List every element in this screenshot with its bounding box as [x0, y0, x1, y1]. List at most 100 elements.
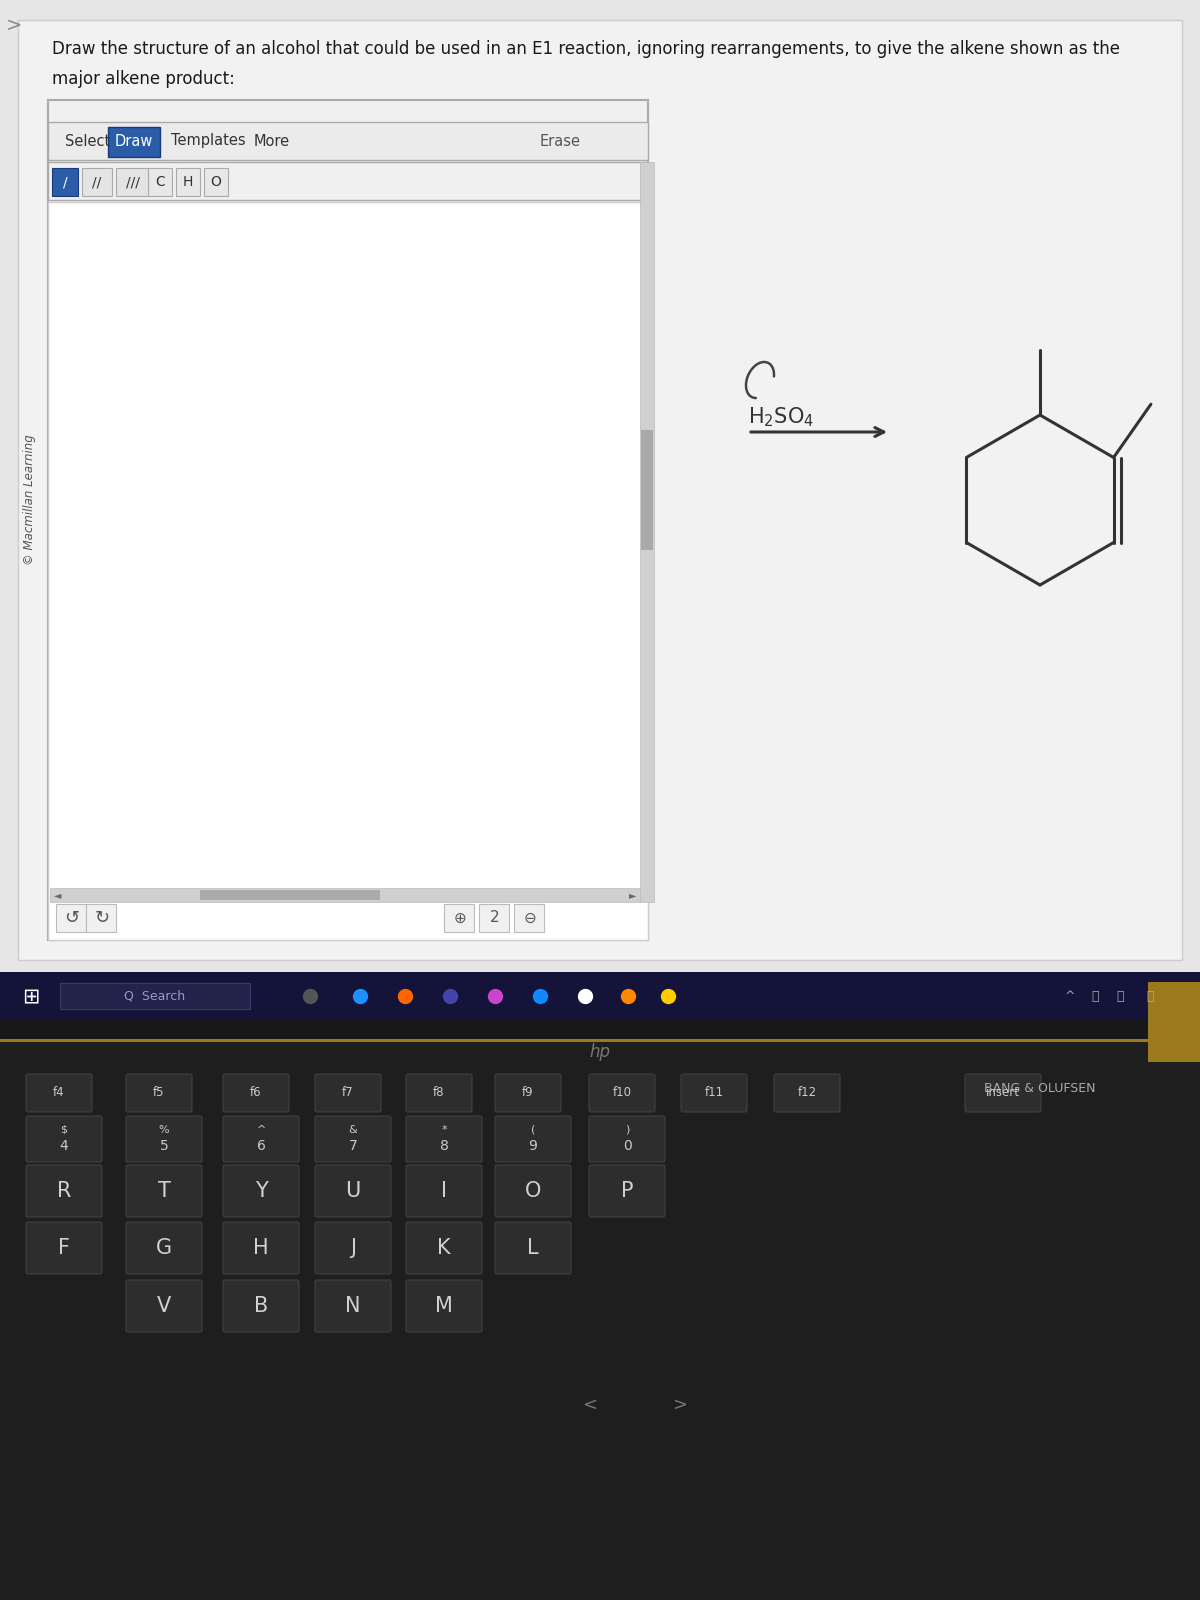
FancyBboxPatch shape	[26, 1222, 102, 1274]
Text: 5: 5	[160, 1139, 168, 1154]
Text: 🔋: 🔋	[1146, 989, 1153, 1003]
Text: B: B	[254, 1296, 268, 1315]
Bar	[444, 904, 474, 931]
Text: G: G	[156, 1238, 172, 1258]
Text: 8: 8	[439, 1139, 449, 1154]
FancyBboxPatch shape	[406, 1074, 472, 1112]
Text: P: P	[620, 1181, 634, 1202]
Text: ⊞: ⊞	[23, 986, 40, 1006]
Text: U: U	[346, 1181, 361, 1202]
Text: K: K	[437, 1238, 451, 1258]
FancyBboxPatch shape	[589, 1165, 665, 1218]
Text: <: <	[582, 1395, 598, 1414]
Text: ↻: ↻	[95, 909, 109, 926]
Text: f5: f5	[154, 1086, 164, 1099]
Text: f9: f9	[522, 1086, 534, 1099]
FancyBboxPatch shape	[26, 1117, 102, 1162]
FancyBboxPatch shape	[126, 1280, 202, 1331]
Text: J: J	[350, 1238, 356, 1258]
Text: 🔊: 🔊	[1116, 989, 1123, 1003]
Bar	[50, 888, 640, 902]
Text: ///: ///	[126, 174, 140, 189]
FancyBboxPatch shape	[314, 1074, 382, 1112]
Text: 7: 7	[349, 1139, 358, 1154]
Bar	[514, 904, 544, 931]
Text: *: *	[442, 1125, 446, 1134]
Bar	[0, 1038, 1150, 1042]
Text: Draw the structure of an alcohol that could be used in an E1 reaction, ignoring : Draw the structure of an alcohol that co…	[52, 40, 1120, 58]
Text: $\mathregular{H_2SO_4}$: $\mathregular{H_2SO_4}$	[748, 405, 814, 429]
Text: f12: f12	[798, 1086, 816, 1099]
Text: 📶: 📶	[1091, 989, 1099, 1003]
Bar	[0, 1013, 1200, 1040]
FancyBboxPatch shape	[406, 1222, 482, 1274]
Text: V: V	[157, 1296, 172, 1315]
Text: T: T	[157, 1181, 170, 1202]
Text: ↺: ↺	[65, 909, 79, 926]
Text: hp: hp	[589, 1043, 611, 1061]
Text: /: /	[62, 174, 67, 189]
FancyBboxPatch shape	[682, 1074, 746, 1112]
Text: Y: Y	[254, 1181, 268, 1202]
FancyBboxPatch shape	[26, 1165, 102, 1218]
Text: f4: f4	[53, 1086, 65, 1099]
Bar	[148, 168, 172, 195]
FancyBboxPatch shape	[589, 1117, 665, 1162]
Bar	[640, 162, 654, 902]
Text: 9: 9	[528, 1139, 538, 1154]
FancyBboxPatch shape	[223, 1165, 299, 1218]
FancyBboxPatch shape	[496, 1165, 571, 1218]
Text: 2: 2	[490, 910, 500, 925]
FancyBboxPatch shape	[126, 1165, 202, 1218]
Text: >: >	[6, 16, 22, 35]
Text: © Macmillan Learning: © Macmillan Learning	[24, 435, 36, 565]
Text: Draw: Draw	[115, 134, 154, 149]
Text: Templates: Templates	[170, 133, 245, 149]
Text: ►: ►	[629, 890, 636, 899]
Bar	[52, 168, 78, 195]
FancyBboxPatch shape	[314, 1222, 391, 1274]
FancyBboxPatch shape	[126, 1074, 192, 1112]
FancyBboxPatch shape	[496, 1222, 571, 1274]
Bar	[176, 168, 200, 195]
Text: ): )	[625, 1125, 629, 1134]
Text: F: F	[58, 1238, 70, 1258]
Text: O: O	[524, 1181, 541, 1202]
Text: >: >	[672, 1395, 688, 1414]
FancyBboxPatch shape	[314, 1165, 391, 1218]
Text: Erase: Erase	[540, 133, 581, 149]
Bar	[56, 904, 86, 931]
Text: f8: f8	[433, 1086, 445, 1099]
FancyBboxPatch shape	[496, 1074, 562, 1112]
Text: H: H	[253, 1238, 269, 1258]
Bar	[14, 982, 48, 1010]
Text: 0: 0	[623, 1139, 631, 1154]
Text: Select: Select	[65, 133, 110, 149]
FancyBboxPatch shape	[223, 1280, 299, 1331]
Bar	[48, 202, 648, 939]
Text: ◄: ◄	[54, 890, 61, 899]
Text: M: M	[436, 1296, 452, 1315]
Text: ⊕: ⊕	[454, 910, 467, 925]
Text: 6: 6	[257, 1139, 265, 1154]
Text: More: More	[254, 133, 290, 149]
Bar	[48, 122, 648, 160]
Text: 4: 4	[60, 1139, 68, 1154]
Text: R: R	[56, 1181, 71, 1202]
FancyBboxPatch shape	[26, 1074, 92, 1112]
Bar	[0, 971, 1200, 1021]
Bar	[641, 430, 653, 550]
Text: ⊖: ⊖	[523, 910, 536, 925]
Text: major alkene product:: major alkene product:	[52, 70, 235, 88]
Text: ^: ^	[257, 1125, 265, 1134]
Text: f7: f7	[342, 1086, 354, 1099]
Bar	[48, 162, 648, 200]
FancyBboxPatch shape	[223, 1222, 299, 1274]
Bar	[200, 890, 380, 899]
Text: //: //	[92, 174, 102, 189]
Text: f10: f10	[612, 1086, 631, 1099]
FancyBboxPatch shape	[406, 1165, 482, 1218]
Bar	[82, 168, 112, 195]
Bar	[204, 168, 228, 195]
FancyBboxPatch shape	[314, 1117, 391, 1162]
